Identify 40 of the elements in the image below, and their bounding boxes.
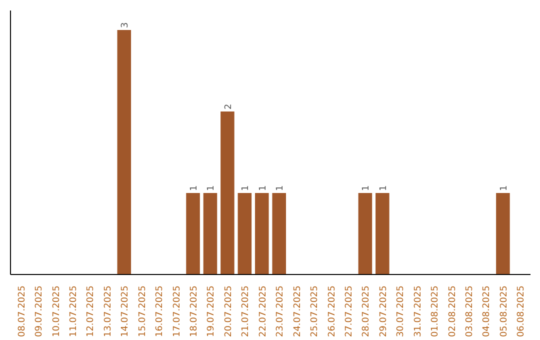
x-tick-label: 04.08.2025 bbox=[482, 286, 492, 338]
x-tick-label: 22.07.2025 bbox=[258, 286, 268, 338]
data-label: 1 bbox=[190, 185, 200, 192]
x-tick-label: 13.07.2025 bbox=[103, 286, 114, 338]
x-tick-label: 29.07.2025 bbox=[378, 286, 389, 338]
x-tick-label: 23.07.2025 bbox=[276, 286, 286, 338]
x-tick-label: 02.08.2025 bbox=[448, 286, 458, 338]
data-label: 1 bbox=[378, 185, 389, 192]
x-tick-label: 27.07.2025 bbox=[344, 286, 354, 338]
x-tick-label: 10.07.2025 bbox=[52, 286, 62, 338]
x-tick-label: 24.07.2025 bbox=[292, 286, 303, 338]
data-label: 1 bbox=[499, 185, 510, 192]
data-label: 1 bbox=[276, 185, 286, 192]
x-tick-label: 03.08.2025 bbox=[465, 286, 476, 338]
x-tick-label: 18.07.2025 bbox=[190, 286, 200, 338]
x-tick-label: 19.07.2025 bbox=[206, 286, 217, 338]
x-tick-label: 01.08.2025 bbox=[430, 286, 441, 338]
x-tick-label: 20.07.2025 bbox=[224, 286, 234, 338]
x-tick-label: 06.08.2025 bbox=[516, 286, 527, 338]
x-tick-label: 28.07.2025 bbox=[362, 286, 372, 338]
x-tick-label: 17.07.2025 bbox=[172, 286, 182, 338]
data-label: 1 bbox=[258, 185, 268, 192]
x-tick-label: 16.07.2025 bbox=[155, 286, 166, 338]
x-tick-label: 11.07.2025 bbox=[68, 286, 79, 338]
x-tick-label: 26.07.2025 bbox=[327, 286, 338, 338]
x-tick-label: 31.07.2025 bbox=[413, 286, 424, 338]
x-tick-label: 08.07.2025 bbox=[17, 286, 28, 338]
data-label: 1 bbox=[362, 185, 372, 192]
x-tick-label: 30.07.2025 bbox=[396, 286, 406, 338]
x-tick-label: 14.07.2025 bbox=[120, 286, 131, 338]
data-label: 1 bbox=[206, 185, 217, 192]
data-label: 2 bbox=[224, 104, 234, 110]
x-tick-label: 21.07.2025 bbox=[241, 286, 252, 338]
x-tick-label: 25.07.2025 bbox=[310, 286, 320, 338]
data-label: 3 bbox=[120, 22, 131, 28]
x-tick-label: 12.07.2025 bbox=[86, 286, 96, 338]
x-tick-label: 15.07.2025 bbox=[138, 286, 148, 338]
x-tick-label: 05.08.2025 bbox=[499, 286, 510, 338]
x-tick-label: 09.07.2025 bbox=[34, 286, 45, 338]
data-label: 1 bbox=[241, 185, 252, 192]
